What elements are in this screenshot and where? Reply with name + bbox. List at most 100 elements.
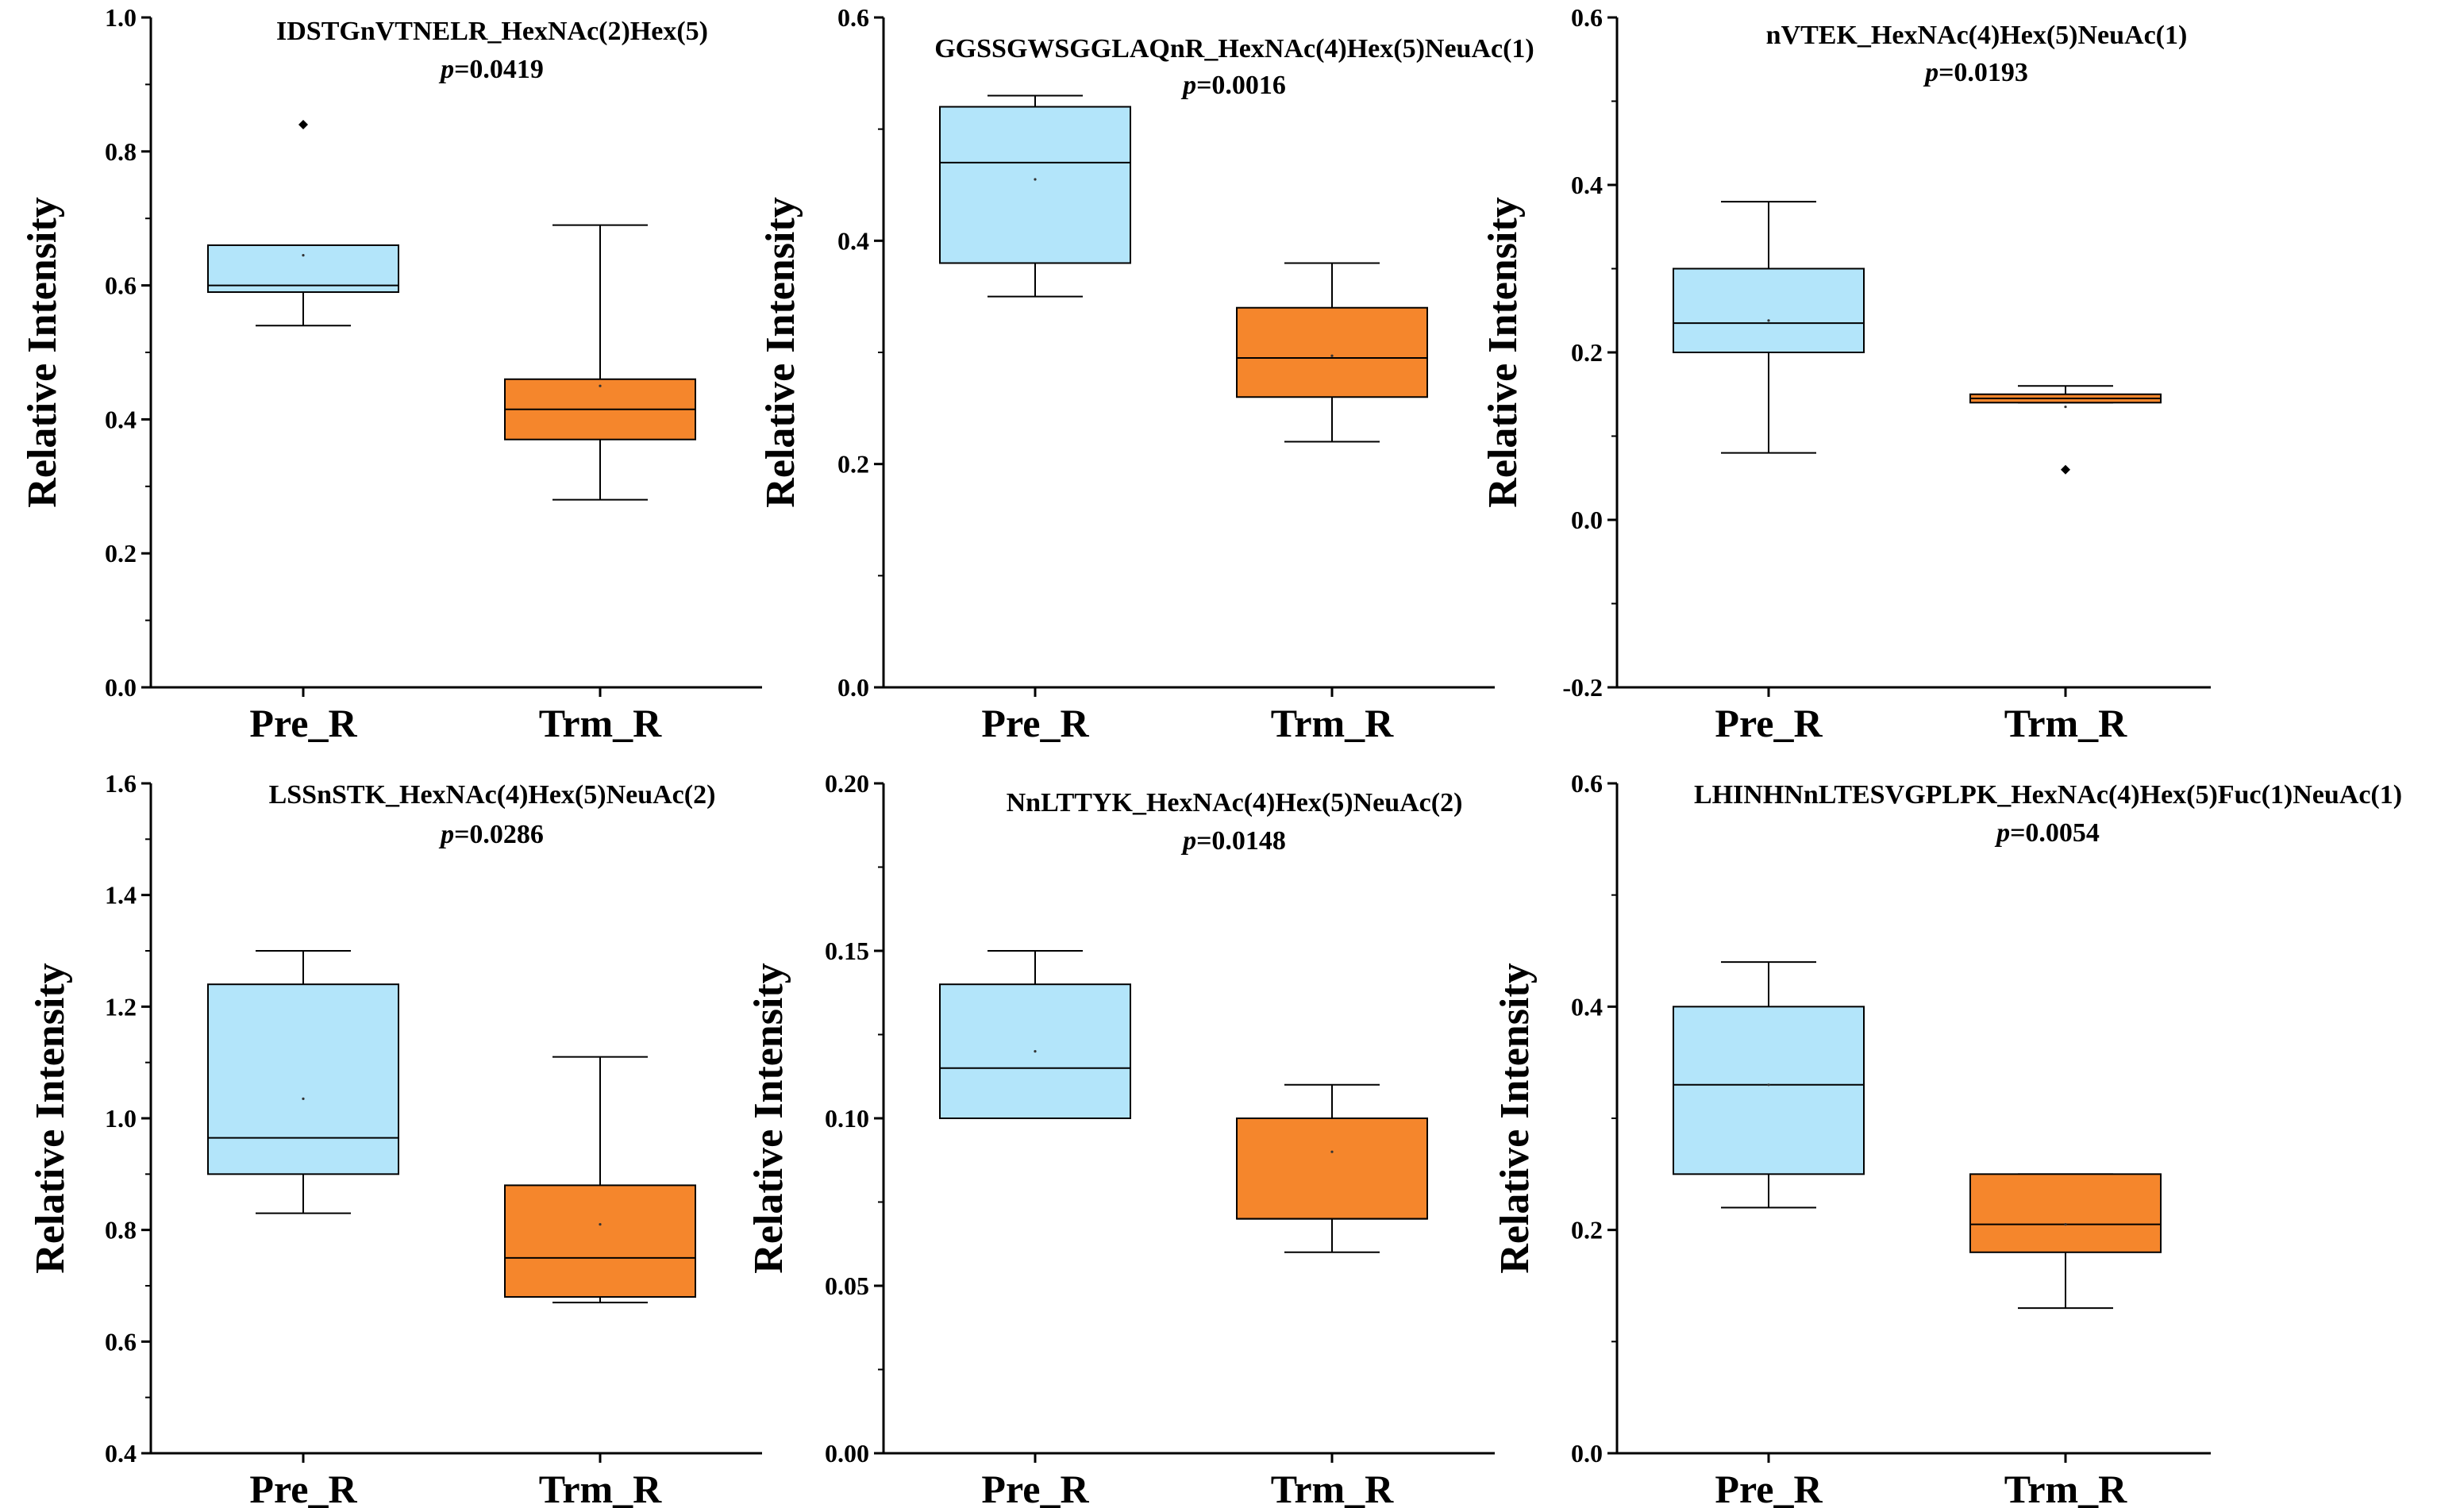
- box-Pre_R: [1673, 961, 1865, 1209]
- y-tick-label: 0.6: [1571, 3, 1603, 32]
- panel-5: 0.00 0.05 0.10 0.15 0.20 Pre_R Trm_R Relative I…: [746, 769, 1495, 1508]
- y-tick-label: 0.6: [105, 1327, 137, 1356]
- y-tick-label: 0.4: [105, 405, 137, 433]
- p-symbol: p: [1923, 58, 1938, 87]
- p-symbol: p: [438, 55, 454, 84]
- y-tick-label: 1.6: [105, 769, 137, 798]
- mean-marker: [2064, 1223, 2067, 1226]
- outlier-point: [298, 120, 308, 130]
- y-tick-label: 1.0: [105, 1104, 137, 1133]
- y-tick-label: 1.2: [105, 992, 137, 1021]
- y-tick-label: 0.4: [105, 1439, 137, 1468]
- panel-title: LHINHNnLTESVGPLPK_HexNAc(4)Hex(5)Fuc(1)N…: [1694, 780, 2402, 810]
- panel-title: GGSSGWSGGLAQnR_HexNAc(4)Hex(5)NeuAc(1): [934, 34, 1534, 63]
- iqr-box: [1969, 1173, 2162, 1253]
- y-tick-label: 1.0: [105, 3, 137, 32]
- p-value-label: p=0.0148: [1180, 826, 1286, 856]
- y-tick-label: 0.6: [837, 3, 869, 32]
- y-axis-label: Relative Intensity: [1480, 197, 1526, 507]
- y-tick-label: -0.2: [1562, 673, 1603, 702]
- box-Trm_R: [1969, 1173, 2162, 1310]
- p-value: =0.0286: [454, 820, 544, 849]
- x-category-label: Trm_R: [1271, 1467, 1394, 1508]
- y-tick-label: 0.20: [825, 769, 869, 798]
- y-tick-label: 0.4: [837, 226, 869, 255]
- panel-2: 0.0 0.2 0.4 0.6 Pre_R Trm_R Relative Intensity…: [758, 3, 1534, 745]
- box-Pre_R: [207, 950, 399, 1214]
- y-axis-label: Relative Intensity: [20, 197, 65, 507]
- box-Pre_R: [939, 94, 1131, 298]
- y-tick-label: 1.4: [105, 881, 137, 910]
- panel-1: 0.0 0.2 0.4 0.6 0.8 1.0 Pre_R Trm_R Relative Int…: [20, 3, 762, 745]
- x-category-label: Pre_R: [981, 1467, 1089, 1508]
- y-axis-label: Relative Intensity: [758, 197, 803, 507]
- y-tick-label: 0.2: [837, 450, 869, 479]
- y-tick-label: 0.4: [1571, 992, 1603, 1021]
- mean-marker: [599, 384, 602, 387]
- p-value: =0.0016: [1196, 71, 1286, 100]
- box-Trm_R: [504, 224, 696, 501]
- iqr-box: [207, 983, 399, 1175]
- y-tick-label: 0.6: [1571, 769, 1603, 798]
- y-tick-label: 0.15: [825, 937, 869, 965]
- x-category-label: Pre_R: [249, 1467, 357, 1508]
- iqr-box: [939, 106, 1131, 264]
- panel-title: LSSnSTK_HexNAc(4)Hex(5)NeuAc(2): [269, 780, 716, 810]
- x-category-label: Pre_R: [1715, 701, 1823, 745]
- y-tick-label: 0.8: [105, 137, 137, 166]
- box-Trm_R: [504, 1056, 696, 1304]
- box-Trm_R: [1236, 1083, 1428, 1253]
- p-value-label: p=0.0054: [1994, 818, 2100, 848]
- iqr-box: [207, 244, 399, 294]
- x-category-label: Pre_R: [981, 701, 1089, 745]
- mean-marker: [1034, 1050, 1037, 1053]
- p-symbol: p: [1180, 826, 1196, 856]
- panel-3: -0.2 0.0 0.2 0.4 0.6 Pre_R Trm_R Relative Inten…: [1480, 3, 2211, 745]
- p-value-label: p=0.0286: [438, 820, 544, 849]
- p-symbol: p: [438, 820, 454, 849]
- x-category-label: Trm_R: [2004, 1467, 2127, 1508]
- x-category-label: Pre_R: [249, 701, 357, 745]
- p-value: =0.0054: [2010, 818, 2100, 848]
- mean-marker: [302, 254, 305, 257]
- y-tick-label: 0.0: [105, 673, 137, 702]
- y-axis-label: Relative Intensity: [746, 963, 791, 1273]
- y-tick-label: 0.00: [825, 1439, 869, 1468]
- mean-marker: [2064, 405, 2067, 409]
- iqr-box: [1673, 1006, 1865, 1175]
- box-Pre_R: [1673, 201, 1865, 454]
- mean-marker: [1034, 178, 1037, 181]
- y-axis-label: Relative Intensity: [1492, 963, 1538, 1273]
- x-category-label: Trm_R: [2004, 701, 2127, 745]
- x-category-label: Trm_R: [1271, 701, 1394, 745]
- y-tick-label: 0.2: [105, 539, 137, 567]
- y-tick-label: 0.05: [825, 1271, 869, 1300]
- mean-marker: [1767, 1083, 1770, 1087]
- x-category-label: Trm_R: [539, 701, 662, 745]
- box-Trm_R: [1969, 385, 2162, 475]
- panel-6: 0.0 0.2 0.4 0.6 Pre_R Trm_R Relative Intensity…: [1492, 769, 2402, 1508]
- p-symbol: p: [1994, 818, 2010, 848]
- p-value: =0.0419: [454, 55, 544, 84]
- y-tick-label: 0.0: [837, 673, 869, 702]
- iqr-box: [504, 1184, 696, 1298]
- y-tick-label: 0.2: [1571, 1216, 1603, 1244]
- y-axis-label: Relative Intensity: [28, 963, 73, 1273]
- iqr-box: [1236, 306, 1428, 398]
- mean-marker: [1767, 319, 1770, 322]
- box-Pre_R: [207, 120, 399, 327]
- y-tick-label: 0.0: [1571, 506, 1603, 534]
- mean-marker: [302, 1097, 305, 1100]
- mean-marker: [599, 1223, 602, 1226]
- p-value: =0.0148: [1196, 826, 1286, 856]
- mean-marker: [1330, 354, 1334, 357]
- x-category-label: Pre_R: [1715, 1467, 1823, 1508]
- panel-title: IDSTGnVTNELR_HexNAc(2)Hex(5): [276, 17, 708, 46]
- p-value-label: p=0.0016: [1180, 71, 1286, 100]
- mean-marker: [1330, 1150, 1334, 1153]
- y-tick-label: 0.0: [1571, 1439, 1603, 1468]
- iqr-box: [1236, 1118, 1428, 1220]
- y-tick-label: 0.4: [1571, 171, 1603, 199]
- p-value: =0.0193: [1938, 58, 2028, 87]
